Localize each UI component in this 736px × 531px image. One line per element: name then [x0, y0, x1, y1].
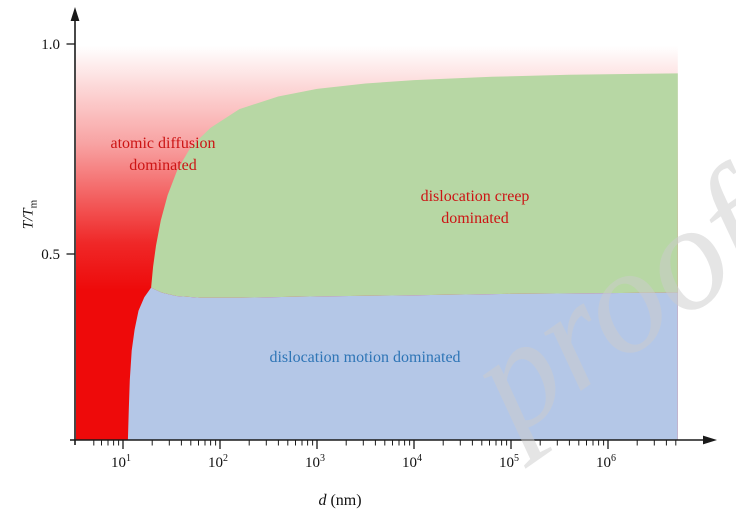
region-label-dislocation-motion: dislocation motion dominated: [245, 347, 485, 369]
x-tick-label: 102: [208, 453, 228, 471]
y-axis-variable: T/T: [20, 208, 37, 230]
x-tick-label: 105: [499, 453, 519, 471]
region-label-dislocation-creep: dislocation creep dominated: [375, 186, 575, 230]
ticks-layer: 101 102 103 104 105 106 1.0 0.5: [41, 37, 677, 471]
y-axis-subscript: m: [27, 199, 40, 209]
y-tick-label: 0.5: [41, 247, 60, 263]
region-dislocation-creep-fill: [151, 73, 678, 298]
x-tick-label: 106: [596, 453, 616, 471]
region-label-line: dominated: [129, 157, 197, 174]
region-label-line: dislocation creep: [420, 188, 530, 205]
region-label-line: dominated: [441, 210, 509, 227]
region-dislocation-motion-fill: [127, 287, 678, 441]
y-tick-label: 1.0: [41, 37, 60, 53]
y-axis-arrowhead-icon: [70, 7, 80, 21]
regions-layer: [76, 46, 678, 441]
region-label-line: dislocation motion dominated: [269, 349, 461, 366]
x-axis-arrowhead-icon: [703, 435, 717, 445]
y-axis-title: T/Tm: [21, 145, 40, 285]
axes-layer: [70, 7, 717, 445]
region-label-line: atomic diffusion: [110, 135, 216, 152]
x-tick-label: 101: [111, 453, 131, 471]
region-label-atomic-diffusion: atomic diffusion dominated: [73, 133, 253, 177]
x-tick-label: 103: [305, 453, 325, 471]
x-axis-unit: (nm): [330, 492, 362, 509]
x-tick-label: 104: [402, 453, 422, 471]
x-axis-variable: d: [318, 492, 327, 509]
x-axis-title: d (nm): [270, 492, 410, 510]
